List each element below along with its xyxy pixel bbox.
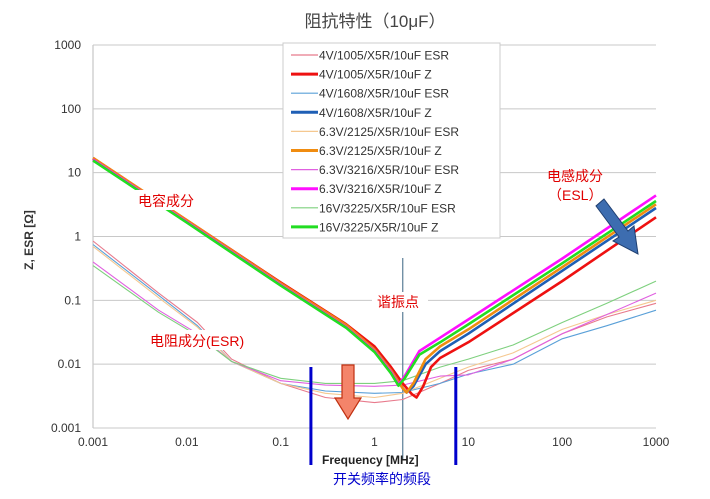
esl-reduction-arrow [595,198,639,255]
x-tick-label: 0.1 [272,435,289,449]
series-line-9 [92,159,657,388]
y-tick-label: 100 [61,102,81,116]
y-tick-label: 0.1 [64,293,81,307]
legend-entry: 4V/1608/X5R/10uF ESR [319,87,449,101]
y-tick-label: 0.001 [51,421,81,435]
legend: 4V/1005/X5R/10uF ESR 4V/1005/X5R/10uF Z 4V… [282,42,501,239]
x-tick-label: 10 [462,435,476,449]
legend-entry: 16V/3225/X5R/10uF ESR [319,201,456,215]
x-tick-label: 0.001 [78,435,108,449]
legend-entry: 4V/1005/X5R/10uF ESR [319,49,449,63]
x-tick-label: 1 [371,435,378,449]
x-tick-label: 100 [552,435,572,449]
esr-reduction-arrow [333,364,363,421]
legend-entry: 6.3V/2125/X5R/10uF Z [319,144,442,158]
capacitive-label: 电容成分 [138,193,194,209]
y-tick-label: 0.01 [58,357,82,371]
x-axis-label: Frequency [MHz] [322,453,419,467]
x-tick-label: 0.01 [175,435,199,449]
chart-title: 阻抗特性（10μF） [304,12,445,31]
inductive-label: 电感成分 [547,168,603,184]
esr-label: 电阻成分(ESR) [150,333,244,349]
y-axis-label: Z, ESR [Ω] [22,210,36,270]
series-line-5 [92,156,657,394]
x-tick-label: 1000 [643,435,670,449]
legend-entry: 4V/1608/X5R/10uF Z [319,106,432,120]
legend-entry: 4V/1005/X5R/10uF Z [319,68,432,82]
legend-entry: 6.3V/3216/X5R/10uF Z [319,182,442,196]
y-tick-label: 1000 [54,38,81,52]
switching-band-label: 开关频率的频段 [333,471,431,487]
esl-label: （ESL） [548,187,602,203]
series-line-8 [92,265,657,384]
legend-entry: 16V/3225/X5R/10uF Z [319,220,438,234]
legend-entry: 6.3V/3216/X5R/10uF ESR [319,163,459,177]
legend-entry: 6.3V/2125/X5R/10uF ESR [319,125,459,139]
y-tick-label: 10 [68,166,82,180]
resonance-label: 谐振点 [377,294,419,310]
y-tick-label: 1 [74,230,81,244]
